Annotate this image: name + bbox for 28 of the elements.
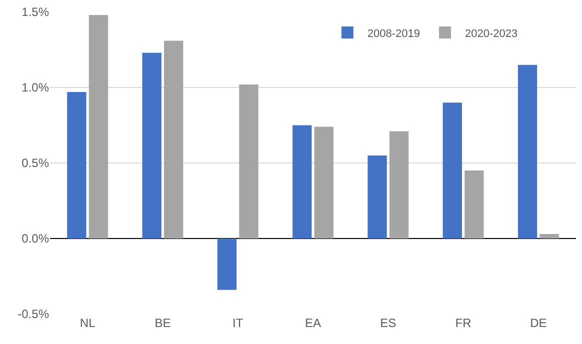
legend-label: 2020-2023 bbox=[465, 28, 518, 40]
x-tick-label: FR bbox=[455, 316, 472, 330]
x-tick-label: NL bbox=[80, 316, 96, 330]
legend-label: 2008-2019 bbox=[367, 28, 420, 40]
bar bbox=[389, 131, 409, 238]
bar bbox=[368, 155, 387, 238]
bar bbox=[88, 15, 108, 238]
bar bbox=[217, 238, 237, 290]
bar bbox=[314, 126, 334, 238]
x-tick-label: ES bbox=[380, 316, 396, 330]
y-tick-label: -0.5% bbox=[18, 307, 50, 322]
y-tick-label: 0.5% bbox=[22, 156, 50, 170]
y-tick-label: 1.0% bbox=[22, 80, 50, 95]
x-tick-label: BE bbox=[154, 316, 171, 330]
bar bbox=[164, 40, 184, 238]
bar bbox=[67, 92, 86, 238]
bar bbox=[239, 84, 258, 238]
bar bbox=[464, 170, 484, 238]
x-tick-label: IT bbox=[232, 316, 244, 330]
x-tick-label: EA bbox=[304, 316, 322, 330]
x-tick-label: DE bbox=[530, 316, 547, 330]
bar bbox=[540, 234, 559, 238]
bar bbox=[292, 125, 312, 238]
bar bbox=[442, 102, 462, 238]
y-tick-label: 1.5% bbox=[22, 5, 50, 20]
bar bbox=[518, 64, 538, 238]
y-tick-label: 0.0% bbox=[22, 232, 50, 246]
bar bbox=[142, 52, 162, 238]
